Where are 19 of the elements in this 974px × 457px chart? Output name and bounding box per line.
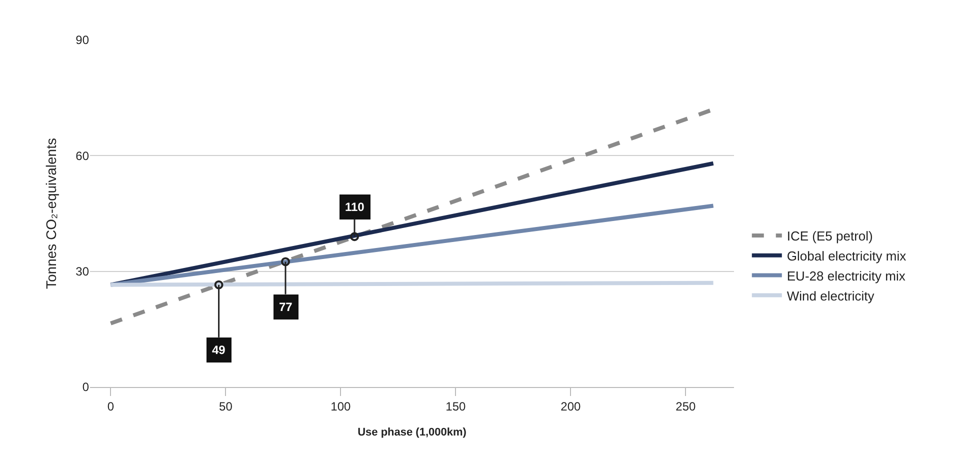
x-tick-label: 150 [446,399,466,414]
annotation: 110 [345,200,365,214]
annotation: 77 [279,300,293,314]
legend-label: ICE (E5 petrol) [786,228,873,244]
x-tick-label: 200 [560,399,582,414]
legend-label: Global electricity mix [786,248,907,264]
y-tick-label: 60 [76,148,90,163]
x-tick-label: 100 [330,399,352,414]
y-tick-label: 0 [82,380,90,394]
legend-label: Wind electricity [786,288,875,304]
x-tick-label: 250 [676,399,696,414]
y-axis-title: Tonnes CO₂-equivalents [43,138,60,289]
y-tick-label: 90 [76,33,90,48]
y-tick-label: 30 [76,264,90,279]
legend-label: EU-28 electricity mix [786,268,906,284]
annotation: 49 [212,343,226,357]
x-axis-title: Use phase (1,000km) [358,426,467,439]
x-tick-label: 0 [107,399,114,414]
x-tick-label: 50 [219,399,233,414]
